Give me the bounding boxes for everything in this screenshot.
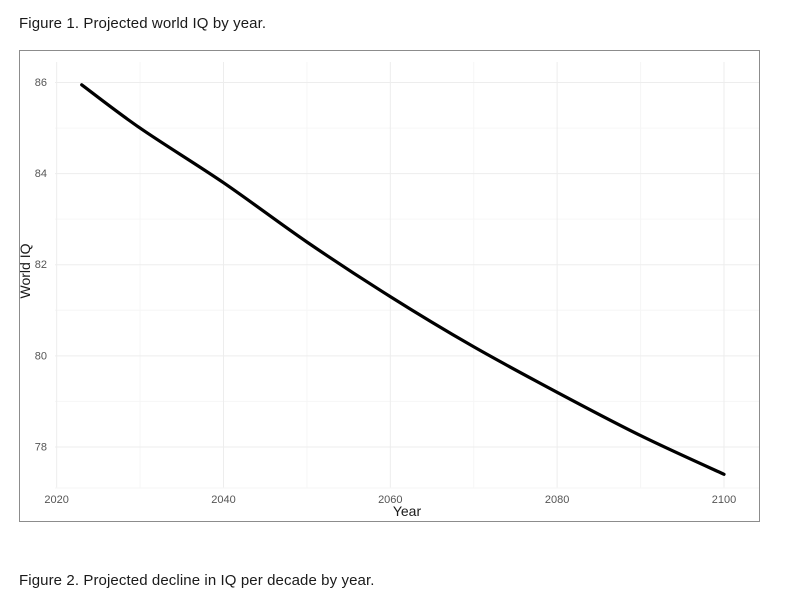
figure2-caption: Figure 2. Projected decline in IQ per de… [19,572,375,589]
iq-chart-svg: 2020 2040 2060 2080 2100 78 80 82 84 86 Year World … [20,62,759,519]
figure1-caption: Figure 1. Projected world IQ by year. [19,15,267,32]
x-tick-label: 2040 [211,494,235,506]
x-tick-label: 2020 [44,494,68,506]
y-tick-label: 86 [35,77,47,89]
x-tick-label: 2080 [545,494,569,506]
iq-trend-line [80,83,726,476]
y-axis-title: World IQ [20,243,33,298]
y-tick-label: 84 [35,168,47,180]
y-tick-label: 78 [35,441,47,453]
x-tick-label: 2060 [378,494,402,506]
y-tick-label: 80 [35,350,47,362]
x-axis-title: Year [393,503,422,519]
figure1-chart-frame: 2020 2040 2060 2080 2100 78 80 82 84 86 Year World … [19,50,760,522]
x-tick-label: 2100 [712,494,736,506]
y-tick-label: 82 [35,259,47,271]
